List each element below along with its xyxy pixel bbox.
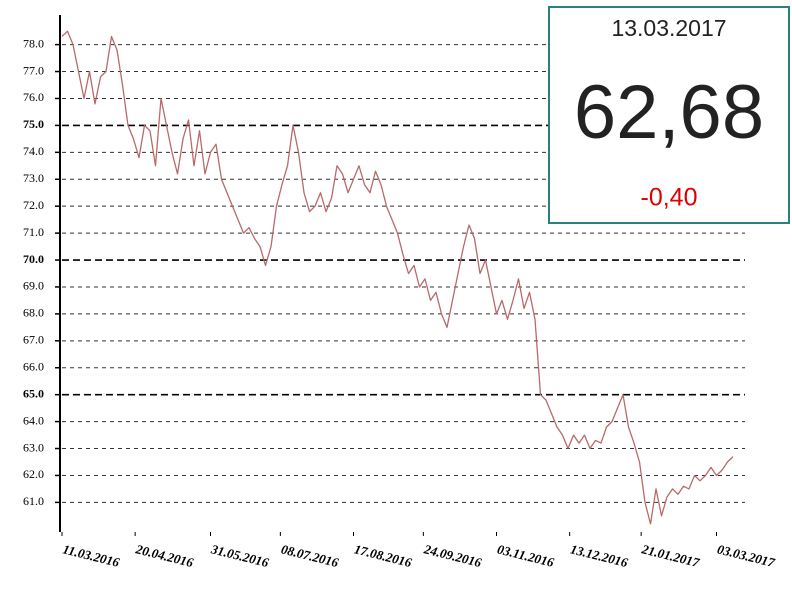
y-tick-label: 73.0: [23, 171, 44, 185]
y-tick-label: 64.0: [23, 413, 44, 427]
y-tick-label: 68.0: [23, 306, 44, 320]
plot: [61, 30, 734, 525]
info-change: -0,40: [641, 184, 698, 212]
y-tick-label: 74.0: [23, 144, 44, 158]
x-tick-label: 03.11.2016: [496, 541, 556, 570]
y-tick-label: 63.0: [23, 440, 44, 454]
x-tick-label: 17.08.2016: [353, 541, 414, 570]
y-tick-label: 72.0: [23, 198, 44, 212]
x-tick-label: 08.07.2016: [280, 541, 341, 570]
info-date: 13.03.2017: [611, 15, 726, 41]
info-box: 13.03.2017 62,68 -0,40: [548, 6, 790, 224]
y-tick-label: 77.0: [23, 63, 44, 77]
x-tick-label: 13.12.2016: [569, 541, 630, 570]
y-tick-label: 75.0: [23, 117, 44, 131]
y-tick-label: 70.0: [23, 252, 44, 266]
y-tick-label: 71.0: [23, 225, 44, 239]
x-tick-label: 31.05.2016: [209, 541, 271, 570]
x-tick-label: 03.03.2017: [716, 541, 777, 570]
y-tick-label: 78.0: [23, 36, 44, 50]
y-tick-label: 66.0: [23, 359, 44, 373]
y-tick-label: 69.0: [23, 279, 44, 293]
y-tick-label: 76.0: [23, 90, 44, 104]
x-tick-label: 20.04.2016: [133, 541, 195, 570]
x-tick-label: 11.03.2016: [61, 541, 121, 570]
x-tick-label: 21.01.2017: [639, 541, 701, 570]
info-box-frame: [548, 6, 790, 224]
y-tick-label: 62.0: [23, 467, 44, 481]
y-tick-label: 61.0: [23, 494, 44, 508]
info-value: 62,68: [574, 70, 764, 155]
y-tick-label: 65.0: [23, 386, 44, 400]
y-tick-label: 67.0: [23, 333, 44, 347]
x-tick-label: 24.09.2016: [422, 541, 484, 570]
line: [61, 30, 734, 525]
